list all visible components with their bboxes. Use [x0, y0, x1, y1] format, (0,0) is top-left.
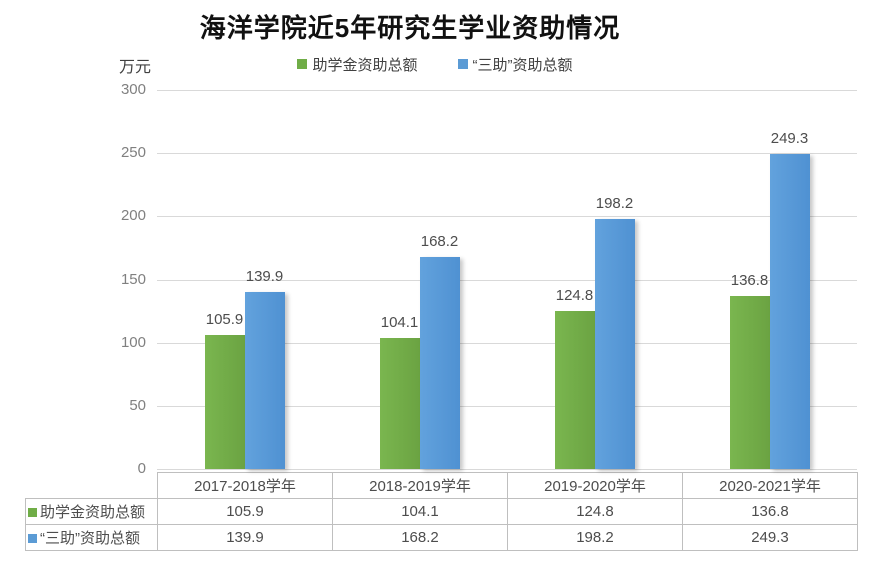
legend-item-label: “三助”资助总额	[472, 56, 573, 74]
table-value-cell: 139.9	[157, 524, 333, 551]
y-tick-label: 200	[120, 207, 146, 225]
bar-value-label: 104.1	[380, 313, 419, 331]
bar-value-label: 249.3	[770, 130, 809, 148]
bar-value-label: 124.8	[555, 287, 594, 305]
table-series-swatch-icon	[28, 507, 37, 517]
table-value-cell: 249.3	[682, 524, 858, 551]
table-category-header: 2019-2020学年	[507, 472, 683, 499]
table-series-swatch-icon	[28, 533, 37, 543]
bar-series1	[769, 154, 810, 469]
bar-value-label: 198.2	[595, 194, 634, 212]
gridline	[157, 405, 857, 407]
table-category-header: 2020-2021学年	[682, 472, 858, 499]
legend-item: “三助”资助总额	[457, 54, 573, 75]
y-tick-label: 300	[120, 81, 146, 98]
legend-swatch-icon	[297, 59, 308, 69]
bar-series0	[379, 337, 420, 469]
bar-series1	[244, 292, 285, 469]
legend-item: 助学金资助总额	[297, 54, 418, 75]
table-value-cell: 168.2	[332, 524, 508, 551]
gridline	[157, 153, 857, 155]
y-tick-label: 150	[120, 270, 146, 288]
legend: 助学金资助总额 “三助”资助总额	[0, 54, 870, 74]
gridline	[157, 469, 857, 470]
bar-value-label: 168.2	[420, 232, 459, 250]
legend-swatch-icon	[457, 59, 468, 69]
table-series-label: 助学金资助总额	[25, 498, 158, 525]
table-category-header: 2017-2018学年	[157, 472, 333, 499]
table-blank-cell	[26, 473, 158, 499]
plot-area: 105.9 104.1 124.8 136.8 139.9 168.2 198.2 249.3	[157, 90, 857, 470]
gridline	[157, 216, 857, 218]
table-value-cell: 136.8	[682, 498, 858, 525]
bar-value-label: 105.9	[205, 311, 244, 329]
table-value-cell: 124.8	[507, 498, 683, 525]
table-series-label: “三助”资助总额	[25, 524, 158, 551]
table-value-cell: 198.2	[507, 524, 683, 551]
y-tick-label: 250	[120, 144, 146, 162]
bar-series1	[594, 218, 635, 469]
gridline	[157, 279, 857, 281]
y-tick-label: 100	[120, 333, 146, 351]
bar-value-label: 139.9	[245, 268, 284, 286]
data-table: 2017-2018学年 2018-2019学年 2019-2020学年 2020-20…	[25, 472, 858, 551]
gridline	[157, 90, 857, 91]
y-tick-label: 50	[129, 396, 146, 414]
y-axis-unit-label: 万元	[119, 59, 152, 76]
bar-series0	[204, 335, 245, 469]
table-value-cell: 105.9	[157, 498, 333, 525]
table-category-header: 2018-2019学年	[332, 472, 508, 499]
bar-value-label: 136.8	[730, 272, 769, 290]
bar-series1	[419, 256, 460, 469]
bar-series0	[554, 311, 595, 469]
legend-item-label: 助学金资助总额	[312, 56, 418, 74]
bar-series0	[729, 296, 770, 469]
table-value-cell: 104.1	[332, 498, 508, 525]
chart-title: 海洋学院近5年研究生学业资助情况	[199, 13, 621, 43]
gridline	[157, 342, 857, 344]
